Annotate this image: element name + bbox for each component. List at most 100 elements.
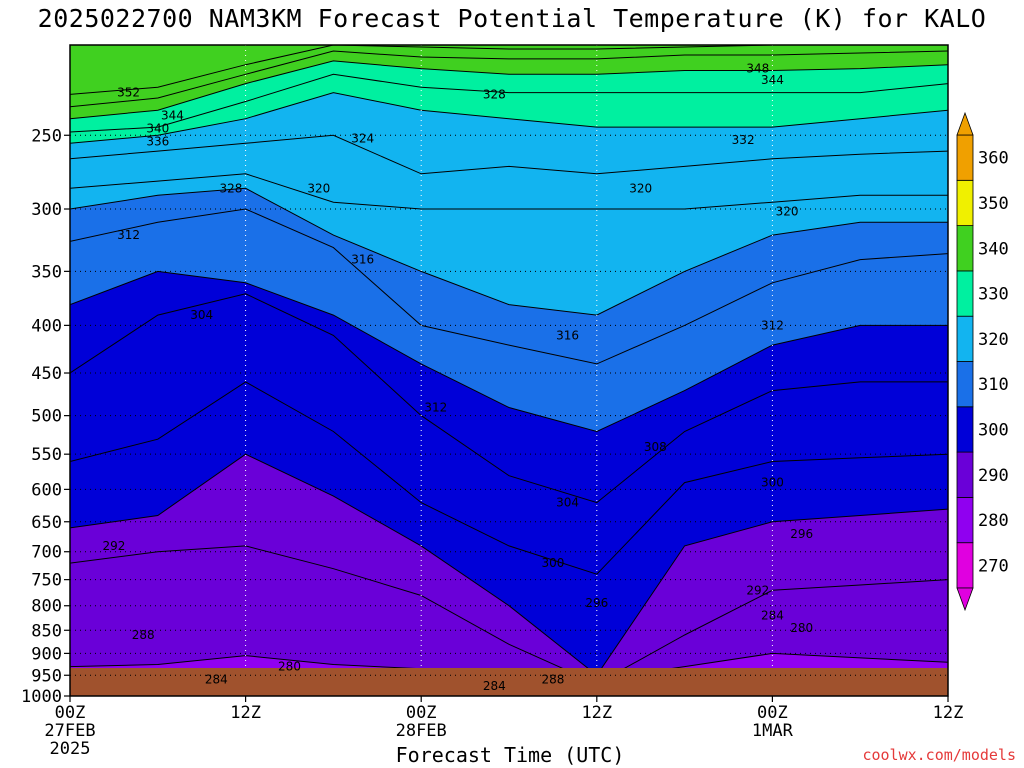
x-tick-label: 00Z — [757, 703, 788, 723]
contour-label: 304 — [556, 496, 579, 510]
contour-label: 352 — [117, 86, 140, 100]
x-tick-label: 12Z — [581, 703, 612, 723]
contour-labels: 3523443403363283243283203123163043163123… — [102, 62, 813, 693]
y-tick-label: 750 — [31, 571, 62, 591]
colorbar-label: 350 — [978, 194, 1009, 214]
isotherm-320 — [70, 173, 948, 210]
contour-label: 296 — [790, 527, 813, 541]
contour-label: 296 — [585, 596, 608, 610]
isotherm-296 — [70, 453, 948, 677]
y-tick-label: 500 — [31, 407, 62, 427]
contour-label: 284 — [483, 679, 506, 693]
contour-label: 284 — [205, 672, 228, 686]
contour-label: 344 — [161, 108, 184, 122]
x-tick-label: 2025 — [50, 739, 91, 759]
contour-label: 320 — [307, 181, 330, 195]
colorbar-swatch-340 — [956, 225, 974, 272]
y-tick-label: 900 — [31, 644, 62, 664]
y-tick-label: 400 — [31, 316, 62, 336]
contour-label: 336 — [146, 135, 169, 149]
contour-label: 292 — [746, 583, 769, 597]
contour-label: 344 — [761, 73, 784, 87]
y-tick-label: 550 — [31, 445, 62, 465]
y-axis: 250 300 350 400 450 500 550 600 650 700 750 800 850 9… — [21, 126, 70, 707]
y-tick-label: 850 — [31, 621, 62, 641]
x-tick-label: 28FEB — [396, 721, 447, 741]
contour-label: 304 — [190, 308, 213, 322]
contour-label: 320 — [629, 181, 652, 195]
colorbar-swatch-310 — [956, 361, 974, 408]
contour-label: 340 — [146, 122, 169, 136]
colorbar: 270 280 290 300 310 320 330 340 350 360 — [956, 111, 1009, 612]
x-tick-label: 00Z — [406, 703, 437, 723]
isotherm-332 — [70, 73, 948, 133]
isotherm-300 — [70, 381, 948, 575]
colorbar-label: 320 — [978, 330, 1009, 350]
plot-area — [70, 45, 948, 696]
colorbar-swatch-280 — [956, 496, 974, 544]
y-tick-label: 250 — [31, 126, 62, 146]
contour-label: 288 — [541, 672, 564, 686]
contour-label: 308 — [644, 440, 667, 454]
contour-label: 300 — [541, 556, 564, 570]
colorbar-swatch-360 — [956, 134, 974, 181]
x-tick-label: 1MAR — [752, 721, 794, 741]
colorbar-swatch-320 — [956, 315, 974, 362]
contour-label: 312 — [424, 400, 447, 414]
isotherm-344 — [70, 45, 948, 95]
contour-label: 300 — [761, 476, 784, 490]
x-axis-label: Forecast Time (UTC) — [395, 743, 625, 767]
contour-label: 288 — [132, 628, 155, 642]
contour-label: 280 — [790, 621, 813, 635]
contour-label: 328 — [220, 181, 243, 195]
contour-label: 316 — [351, 253, 374, 267]
contour-label: 348 — [746, 62, 769, 76]
plot-frame — [69, 44, 949, 697]
x-tick-label: 00Z — [55, 703, 86, 723]
colorbar-label: 300 — [978, 420, 1009, 440]
contour-label: 292 — [102, 539, 125, 553]
contour-label: 324 — [351, 131, 374, 145]
colorbar-label: 340 — [978, 239, 1009, 259]
contour-label: 320 — [776, 205, 799, 219]
colorbar-bottom-arrow — [956, 587, 974, 612]
ground — [70, 668, 948, 696]
colorbar-swatch-290 — [956, 451, 974, 498]
colorbar-label: 330 — [978, 285, 1009, 305]
watermark: coolwx.com/models — [862, 746, 1016, 764]
colorbar-label: 290 — [978, 466, 1009, 486]
isotherm-336 — [70, 60, 948, 120]
y-tick-label: 450 — [31, 364, 62, 384]
x-tick-label: 12Z — [230, 703, 261, 723]
y-tick-label: 1000 — [21, 687, 62, 707]
y-tick-label: 650 — [31, 513, 62, 533]
x-tick-label: 27FEB — [44, 721, 95, 741]
colorbar-top-arrow — [956, 111, 974, 136]
colorbar-swatch-350 — [956, 179, 974, 227]
isotherm-324 — [70, 134, 948, 175]
isotherm-328 — [70, 92, 948, 144]
isotherm-312 — [70, 208, 948, 365]
contour-label: 284 — [761, 609, 784, 623]
contour-label: 312 — [761, 318, 784, 332]
y-tick-label: 300 — [31, 200, 62, 220]
contour-label: 332 — [732, 133, 755, 147]
isotherm-292 — [70, 545, 948, 685]
contour-label: 312 — [117, 228, 140, 242]
colorbar-label: 280 — [978, 511, 1009, 531]
isotherm-308 — [70, 270, 948, 433]
contour-label: 280 — [278, 660, 301, 674]
colorbar-swatch-270 — [956, 542, 974, 589]
y-tick-label: 600 — [31, 480, 62, 500]
isotherm-316 — [70, 187, 948, 316]
isotherm-304 — [70, 293, 948, 504]
colorbar-swatch-300 — [956, 406, 974, 453]
band-292 — [70, 545, 948, 696]
isotherm-340 — [70, 50, 948, 108]
colorbar-label: 270 — [978, 556, 1009, 576]
colorbar-swatch-330 — [956, 270, 974, 317]
contour-label: 328 — [483, 87, 506, 101]
colorbar-label: 360 — [978, 149, 1009, 169]
